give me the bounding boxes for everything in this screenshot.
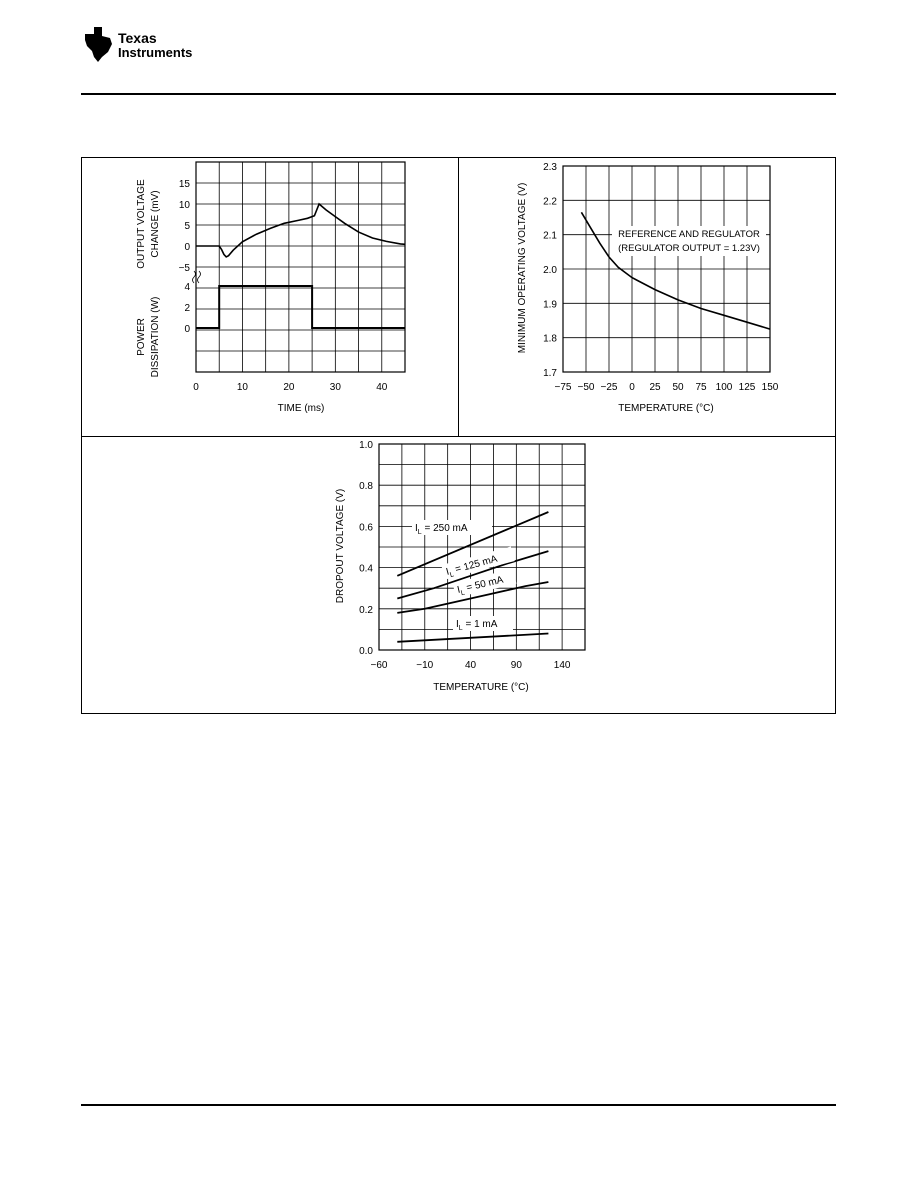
texas-instruments-logo: Texas Instruments [85,27,192,62]
chart3-y-tick-label: 1.0 [359,440,373,451]
chart1-top-ylabel-line2: CHANGE (mV) [150,190,161,257]
chart1-x-tick-label: 0 [193,382,199,393]
chart1-bottom-y-tick-label: 0 [184,324,190,335]
chart3-x-tick-label: 40 [465,660,477,671]
chart3-series-label-bg [412,520,492,535]
logo-word-instruments: Instruments [118,45,192,60]
texas-state-logo-icon [85,27,112,62]
chart3-series-label-bg [453,616,513,631]
chart2-x-tick-label: 150 [762,382,779,393]
chart3-y-tick-label: 0.6 [359,522,373,533]
chart1-x-tick-label: 30 [330,382,342,393]
chart2-xlabel: TEMPERATURE (°C) [618,403,713,414]
chart2-series [580,211,771,330]
chart1-x-tick-label: 20 [283,382,295,393]
figure-frame [81,157,836,714]
chart3-series-label-text: IL = 1 mA [456,619,498,632]
chart2-x-tick-label: 75 [695,382,707,393]
chart2-y-tick-label: 1.9 [543,299,557,310]
chart1-top-ylabel-line1: OUTPUT VOLTAGE [136,179,147,269]
chart1-bottom-y-tick-label: 2 [184,303,190,314]
chart3-xlabel: TEMPERATURE (°C) [433,682,528,693]
frame-divider-vertical [458,158,459,436]
chart3-y-tick-label: 0.8 [359,481,373,492]
chart3-series-line [397,550,549,600]
chart2-voltage-curve [580,211,771,330]
axis-break-mark [192,270,201,284]
chart2-x-tick-label: −25 [601,382,618,393]
chart2-y-tick-label: 2.0 [543,265,557,276]
frame-divider-horizontal [82,436,835,437]
chart2-annotation-line1: REFERENCE AND REGULATOR [618,229,760,240]
header-rule [81,93,836,95]
chart3-x-tick-label: −60 [371,660,388,671]
chart1-x-tick-label: 40 [376,382,388,393]
chart2-x-tick-label: −50 [578,382,595,393]
chart3-x-tick-label: 90 [511,660,523,671]
chart2-x-tick-label: 25 [649,382,661,393]
chart3-y-tick-label: 0.0 [359,646,373,657]
chart1-top-y-tick-label: 10 [179,200,191,211]
chart3-series-label-bg [441,546,515,580]
chart2-y-tick-label: 1.8 [543,334,557,345]
chart1-top-y-tick-label: 0 [184,242,190,253]
chart3-series-label-text: IL = 250 mA [415,523,468,536]
chart3-y-tick-label: 0.2 [359,605,373,616]
chart3-y-tick-label: 0.4 [359,564,373,575]
chart2-y-tick-label: 2.3 [543,162,557,173]
chart1-x-tick-label: 10 [237,382,249,393]
chart3-series-line [397,632,549,643]
chart3-tick-labels: −60 −10 40 90 140 1.0 0.8 0.6 0.4 0.2 0.0 [359,440,571,671]
chart1-top-y-tick-label: 5 [184,221,190,232]
chart2-ylabel: MINIMUM OPERATING VOLTAGE (V) [517,183,528,354]
chart2-x-tick-label: −75 [555,382,572,393]
chart3-x-tick-label: 140 [554,660,571,671]
footer-rule [81,1104,836,1106]
chart3-x-tick-label: −10 [416,660,433,671]
chart3-series [396,511,549,643]
chart3-series-label: IL = 250 mA [412,520,492,536]
chart3-grid [378,443,586,651]
chart1-bottom-ylabel-line1: POWER [136,318,147,356]
chart3-series-line [397,581,549,614]
chart2-tick-labels: −75 −50 −25 0 25 50 75 100 125 150 2.3 2.2 2.1 2.0 1.9… [543,162,779,393]
logo-word-texas: Texas [118,30,157,46]
chart1-grid [195,161,406,373]
chart2-y-tick-label: 2.2 [543,196,557,207]
chart1-voltage-change-line [196,202,406,258]
chart1-bottom-ylabel-line2: DISSIPATION (W) [150,297,161,378]
chart2-annotation-line2: (REGULATOR OUTPUT = 1.23V) [618,243,760,254]
chart2-x-tick-label: 50 [672,382,684,393]
chart1-series [196,202,406,329]
chart1-xlabel: TIME (ms) [278,403,325,414]
chart3-ylabel: DROPOUT VOLTAGE (V) [335,489,346,603]
chart2-x-tick-label: 100 [716,382,733,393]
chart1-bottom-y-tick-label: 4 [184,282,190,293]
chart2-x-tick-label: 125 [739,382,756,393]
chart2-y-tick-label: 2.1 [543,231,557,242]
chart2-annotation-box [612,226,766,256]
chart3-series-label: IL = 1 mA [453,616,513,632]
chart2-x-tick-label: 0 [629,382,635,393]
chart2-y-tick-label: 1.7 [543,368,557,379]
chart3-series-label-bg [452,569,517,598]
chart1-top-y-tick-label: 15 [179,179,191,190]
chart1-top-y-tick-label: −5 [179,263,191,274]
chart3-series-line [396,511,549,577]
chart1-power-dissipation-line [196,285,405,329]
